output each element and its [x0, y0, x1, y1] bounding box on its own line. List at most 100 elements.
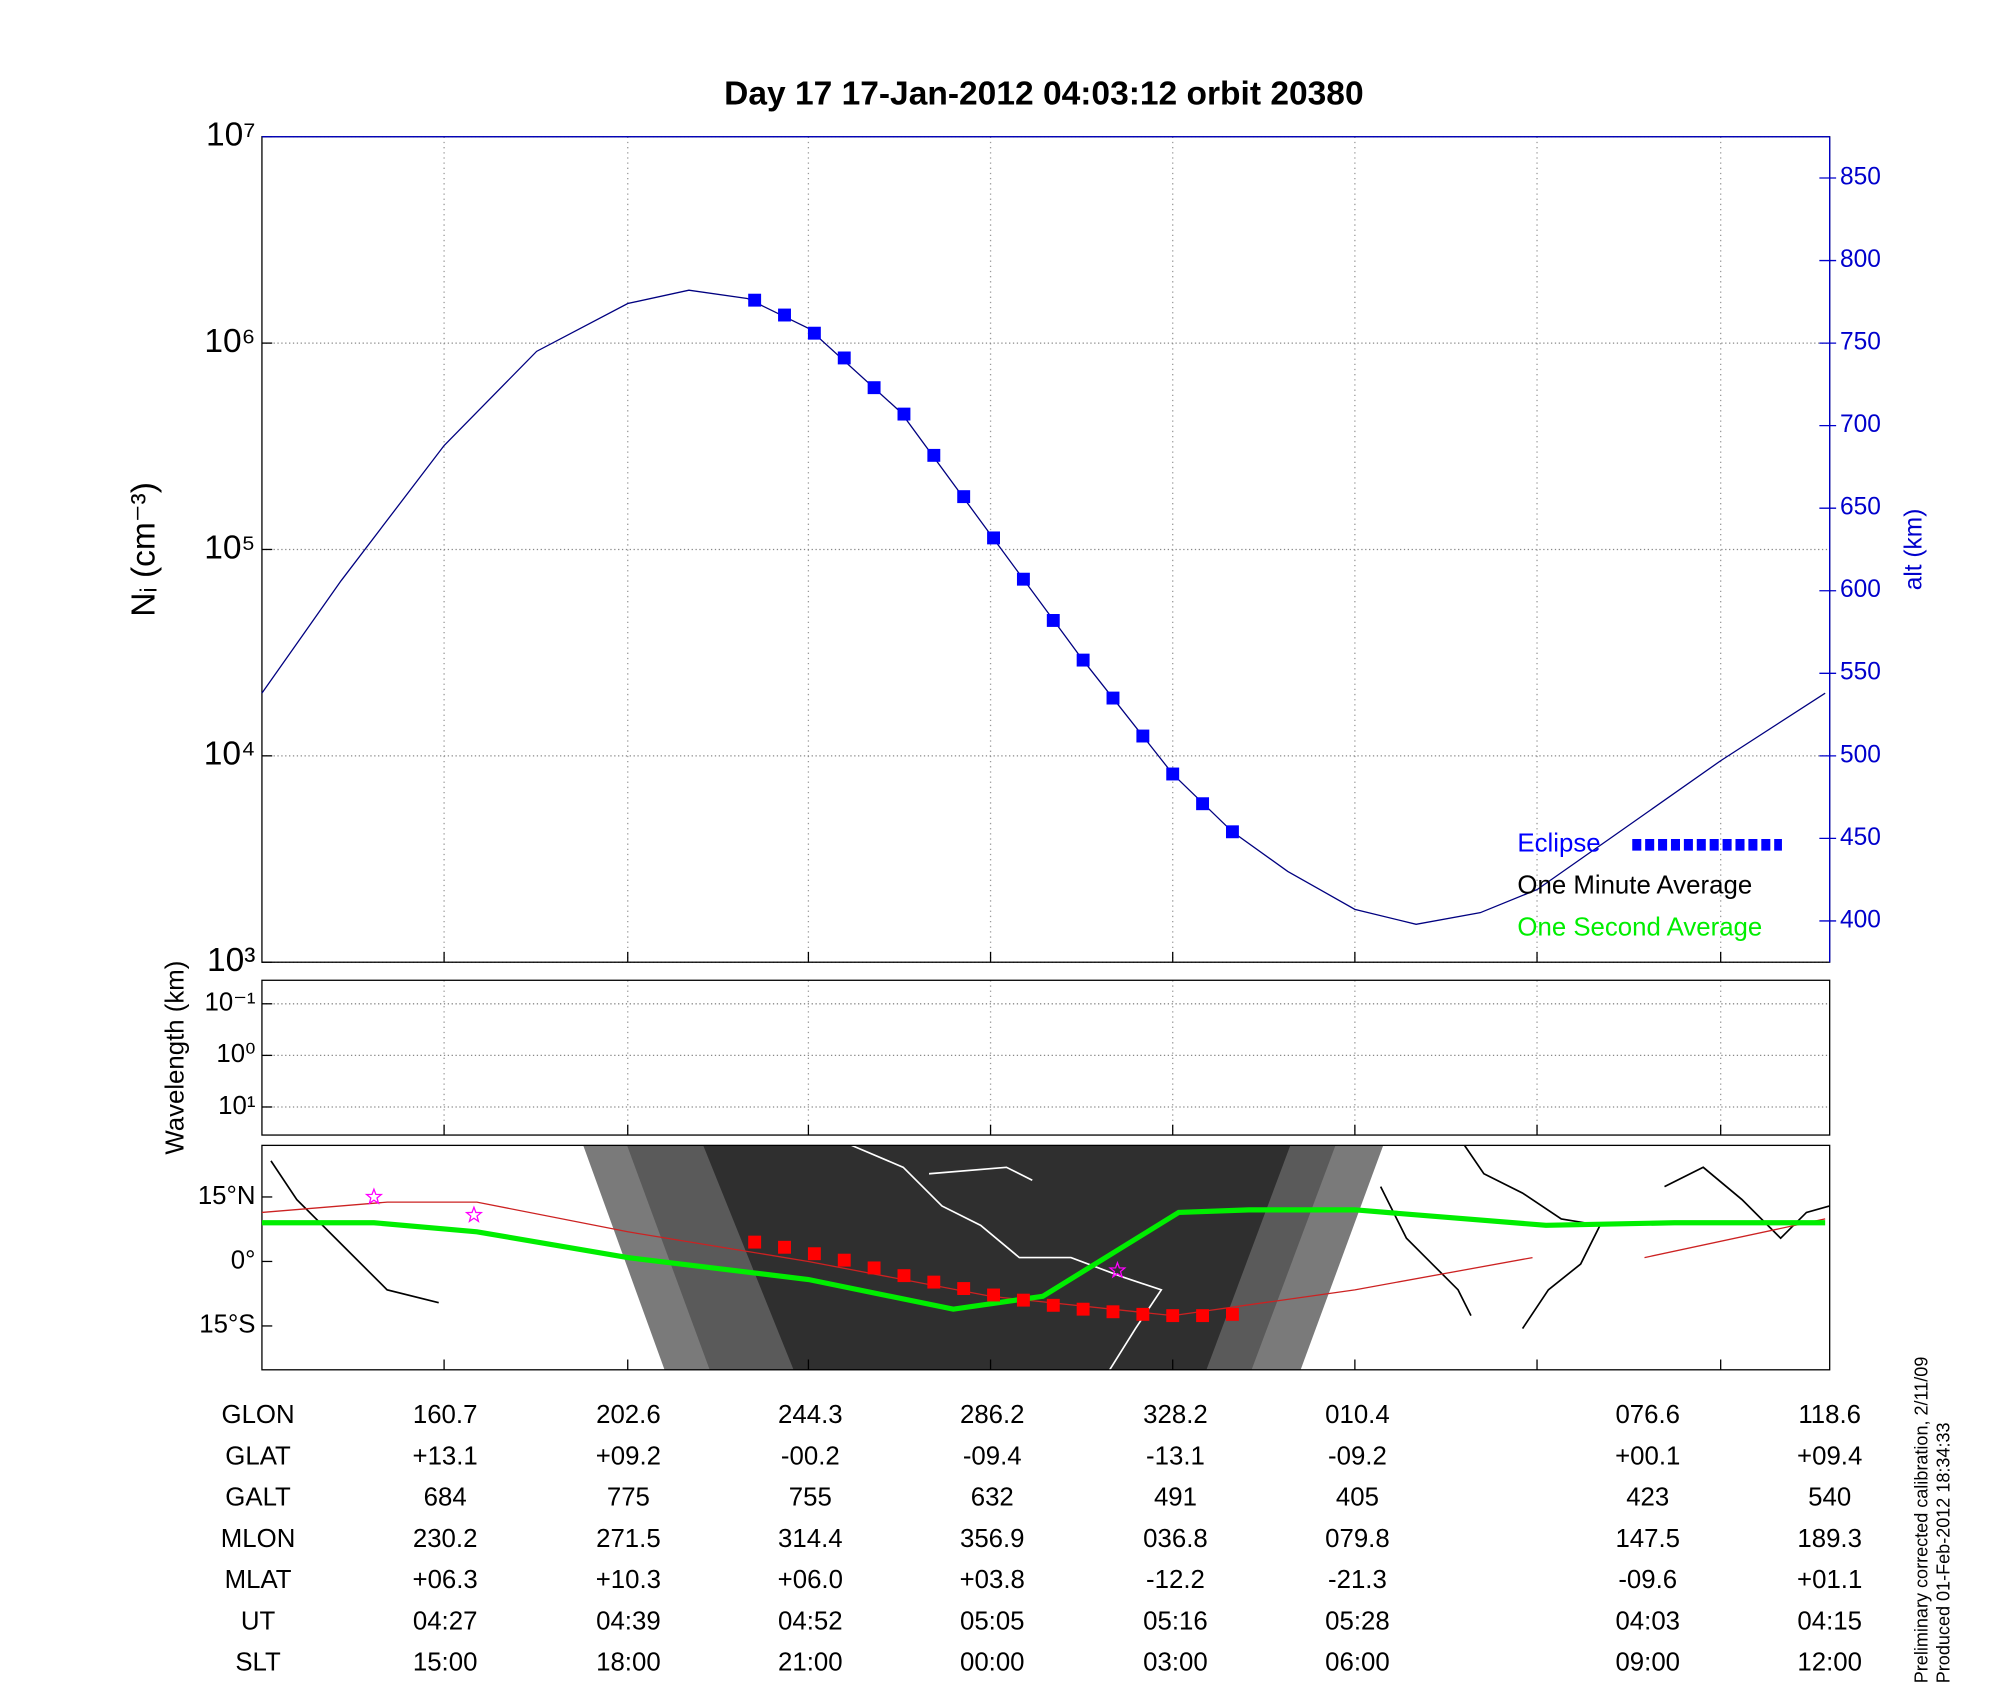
- table-cell: +09.4: [1797, 1442, 1862, 1470]
- table-cell: 632: [971, 1484, 1014, 1512]
- table-cell: +01.1: [1797, 1566, 1862, 1594]
- table-cell: 775: [607, 1484, 650, 1512]
- marker: [837, 1253, 851, 1267]
- marker: [1016, 1293, 1030, 1307]
- marker: [987, 1288, 1000, 1302]
- marker: [778, 308, 791, 322]
- y2-tick-label: 800: [1840, 246, 1881, 273]
- table-cell: 684: [424, 1484, 467, 1512]
- marker: [1166, 1309, 1180, 1323]
- table-cell: +00.1: [1615, 1442, 1680, 1470]
- table-cell: 356.9: [960, 1525, 1025, 1553]
- table-cell: 00:00: [960, 1649, 1025, 1677]
- table-cell: 405: [1336, 1484, 1379, 1512]
- table-cell: -09.4: [963, 1442, 1022, 1470]
- table-cell: 036.8: [1143, 1525, 1208, 1553]
- table-cell: 18:00: [596, 1649, 661, 1677]
- table-cell: 04:52: [778, 1607, 843, 1635]
- y2-tick-label: 500: [1840, 741, 1881, 768]
- table-cell: -21.3: [1328, 1566, 1387, 1594]
- row-label: MLON: [221, 1525, 296, 1553]
- table-cell: +09.2: [596, 1442, 661, 1470]
- marker: [1046, 614, 1060, 627]
- table-cell: 05:28: [1325, 1607, 1390, 1635]
- row-label: GLON: [222, 1401, 295, 1429]
- y2-tick-label: 850: [1840, 163, 1881, 190]
- table-cell: 540: [1808, 1484, 1851, 1512]
- y-tick-label: 10¹: [218, 1092, 256, 1120]
- marker: [957, 1282, 971, 1295]
- row-label: GLAT: [225, 1442, 291, 1470]
- y-axis-label: Wavelength (km): [162, 961, 190, 1155]
- y-tick-label: 10⁷: [206, 117, 255, 154]
- night-shade: [703, 1145, 1291, 1370]
- legend-label: Eclipse: [1517, 830, 1600, 858]
- table-cell: 423: [1626, 1484, 1669, 1512]
- star-marker: [364, 1187, 384, 1205]
- table-cell: 076.6: [1615, 1401, 1680, 1429]
- plot-frame: [261, 1144, 1831, 1371]
- marker: [867, 381, 881, 395]
- map-background: [263, 1144, 1830, 1371]
- marker: [1076, 653, 1090, 667]
- table-cell: +06.3: [413, 1566, 478, 1594]
- y2-tick-label: 600: [1840, 576, 1881, 603]
- y2-tick-label: 650: [1840, 494, 1881, 521]
- marker: [837, 351, 851, 365]
- table-cell: +10.3: [596, 1566, 661, 1594]
- y-tick-label: 15°N: [198, 1182, 256, 1210]
- y-tick-label: 0°: [231, 1246, 256, 1274]
- marker: [867, 1261, 881, 1275]
- marker: [1046, 1298, 1060, 1312]
- y-tick-label: 10⁴: [204, 736, 256, 773]
- table-cell: 118.6: [1798, 1401, 1861, 1429]
- table-cell: 755: [789, 1484, 832, 1512]
- note: Preliminary corrected calibration, 2/11/…: [1911, 1357, 1931, 1684]
- table-cell: 04:15: [1797, 1607, 1862, 1635]
- table-cell: 04:03: [1615, 1607, 1680, 1635]
- marker: [1016, 572, 1030, 586]
- table-cell: 12:00: [1797, 1649, 1862, 1677]
- table-cell: 03:00: [1143, 1649, 1208, 1677]
- table-cell: 328.2: [1143, 1401, 1208, 1429]
- table-cell: 079.8: [1325, 1525, 1390, 1553]
- marker: [957, 490, 971, 504]
- y-tick-label: 10⁵: [204, 529, 255, 566]
- table-cell: 230.2: [413, 1525, 478, 1553]
- plot-frame: [261, 979, 1831, 1136]
- legend-label: One Second Average: [1517, 913, 1762, 941]
- marker: [987, 531, 1000, 545]
- row-label: UT: [241, 1607, 276, 1635]
- table-cell: 04:27: [413, 1607, 478, 1635]
- table-cell: 15:00: [413, 1649, 478, 1677]
- table-cell: 189.3: [1797, 1525, 1862, 1553]
- marker: [897, 1269, 911, 1283]
- data-line: [261, 1201, 1826, 1317]
- marker: [1106, 691, 1120, 705]
- table-cell: -12.2: [1146, 1566, 1205, 1594]
- legend-label: One Minute Average: [1517, 872, 1752, 900]
- table-cell: -00.2: [781, 1442, 840, 1470]
- table-cell: 06:00: [1325, 1649, 1390, 1677]
- row-label: SLT: [235, 1649, 281, 1677]
- table-cell: +06.0: [778, 1566, 843, 1594]
- marker: [1225, 825, 1239, 839]
- table-cell: 286.2: [960, 1401, 1025, 1429]
- table-cell: 314.4: [778, 1525, 843, 1553]
- y-tick-label: 10⁶: [204, 323, 255, 360]
- table-cell: +03.8: [960, 1566, 1025, 1594]
- table-cell: 21:00: [778, 1649, 843, 1677]
- y2-tick-label: 750: [1840, 329, 1881, 356]
- marker: [897, 407, 911, 421]
- marker: [807, 326, 821, 340]
- table-cell: 010.4: [1325, 1401, 1390, 1429]
- star-marker: [1108, 1260, 1127, 1279]
- table-cell: 147.5: [1615, 1525, 1680, 1553]
- table-cell: 05:16: [1143, 1607, 1208, 1635]
- y-tick-label: 10⁰: [216, 1040, 255, 1068]
- marker: [1106, 1305, 1120, 1319]
- y2-tick-label: 700: [1840, 411, 1881, 438]
- y2-axis-label: alt (km): [1900, 509, 1927, 591]
- marker: [1225, 1307, 1239, 1321]
